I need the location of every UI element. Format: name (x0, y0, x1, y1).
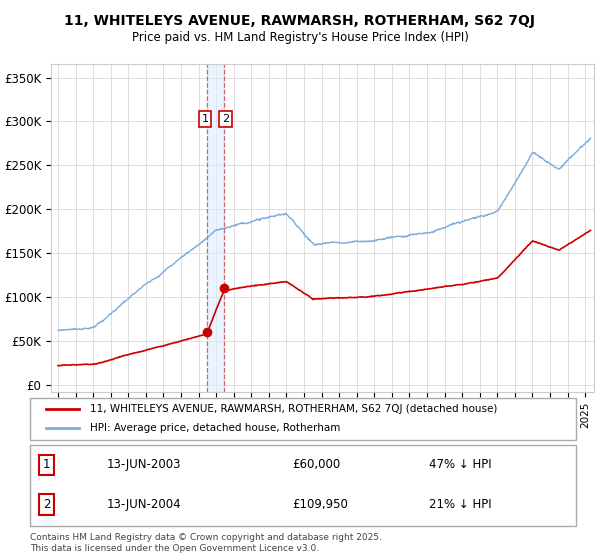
Text: 2: 2 (43, 498, 50, 511)
Text: 1: 1 (43, 458, 50, 471)
Text: 13-JUN-2003: 13-JUN-2003 (106, 458, 181, 471)
Text: £109,950: £109,950 (292, 498, 348, 511)
FancyBboxPatch shape (30, 398, 576, 440)
Text: 21% ↓ HPI: 21% ↓ HPI (428, 498, 491, 511)
Text: 47% ↓ HPI: 47% ↓ HPI (428, 458, 491, 471)
Text: £60,000: £60,000 (292, 458, 340, 471)
Text: 1: 1 (202, 114, 209, 124)
Text: 13-JUN-2004: 13-JUN-2004 (106, 498, 181, 511)
Text: Contains HM Land Registry data © Crown copyright and database right 2025.
This d: Contains HM Land Registry data © Crown c… (30, 533, 382, 553)
Bar (206, 64, 224, 392)
Text: 11, WHITELEYS AVENUE, RAWMARSH, ROTHERHAM, S62 7QJ (detached house): 11, WHITELEYS AVENUE, RAWMARSH, ROTHERHA… (90, 404, 497, 414)
Text: HPI: Average price, detached house, Rotherham: HPI: Average price, detached house, Roth… (90, 423, 340, 433)
FancyBboxPatch shape (30, 445, 576, 526)
Text: 2: 2 (222, 114, 229, 124)
Text: Price paid vs. HM Land Registry's House Price Index (HPI): Price paid vs. HM Land Registry's House … (131, 31, 469, 44)
Text: 11, WHITELEYS AVENUE, RAWMARSH, ROTHERHAM, S62 7QJ: 11, WHITELEYS AVENUE, RAWMARSH, ROTHERHA… (65, 14, 536, 28)
